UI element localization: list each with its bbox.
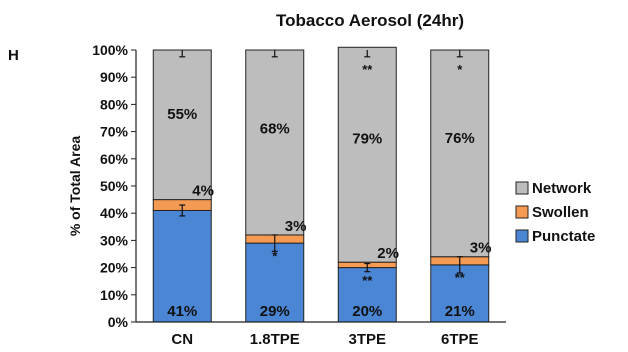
network-bar bbox=[337, 46, 397, 263]
punctate-value-label: 29% bbox=[260, 303, 290, 320]
legend-swatch-swollen bbox=[515, 205, 529, 219]
y-tick-label: 100% bbox=[92, 42, 128, 58]
network-bar bbox=[152, 49, 212, 201]
y-tick-label: 40% bbox=[100, 205, 129, 221]
legend-swatch-punctate bbox=[515, 229, 529, 243]
y-tick-label: 30% bbox=[100, 232, 129, 248]
y-tick-label: 50% bbox=[100, 178, 129, 194]
x-category-label: CN bbox=[171, 331, 193, 348]
y-tick-label: 70% bbox=[100, 124, 129, 140]
swollen-value-label: 3% bbox=[470, 240, 492, 257]
legend-label-network: Network bbox=[532, 180, 592, 197]
network-significance-marker: * bbox=[457, 62, 463, 77]
y-tick-label: 90% bbox=[100, 69, 129, 85]
plot-area: 0% 10% 20% 30% 40% 50% 60% 70% 80% 90% 100% 41% 4% 55… bbox=[92, 42, 506, 348]
network-bar bbox=[245, 49, 305, 236]
punctate-value-label: 41% bbox=[167, 303, 197, 320]
network-value-label: 55% bbox=[167, 106, 197, 123]
y-tick-label: 10% bbox=[100, 287, 129, 303]
punctate-significance-marker: ** bbox=[455, 270, 466, 285]
network-significance-marker: ** bbox=[362, 62, 373, 77]
legend-label-punctate: Punctate bbox=[532, 228, 595, 245]
punctate-bar bbox=[337, 267, 397, 323]
panel-letter: H bbox=[8, 47, 19, 64]
punctate-significance-marker: ** bbox=[362, 273, 373, 288]
punctate-bar bbox=[152, 209, 212, 323]
network-value-label: 79% bbox=[352, 131, 382, 148]
punctate-significance-marker: * bbox=[272, 248, 278, 263]
punctate-value-label: 20% bbox=[352, 303, 382, 320]
legend: Network Swollen Punctate bbox=[515, 180, 595, 245]
swollen-value-label: 3% bbox=[285, 218, 307, 235]
network-bar bbox=[430, 49, 490, 258]
y-tick-label: 80% bbox=[100, 96, 129, 112]
y-axis-label: % of Total Area bbox=[67, 136, 83, 237]
x-category-label: 1.8TPE bbox=[250, 331, 300, 348]
punctate-bar bbox=[430, 264, 490, 323]
legend-swatch-network bbox=[515, 181, 529, 195]
network-value-label: 76% bbox=[445, 130, 475, 147]
y-tick-label: 60% bbox=[100, 151, 129, 167]
chart-title: Tobacco Aerosol (24hr) bbox=[276, 11, 464, 30]
punctate-value-label: 21% bbox=[445, 303, 475, 320]
y-tick-label: 0% bbox=[108, 314, 129, 330]
swollen-value-label: 2% bbox=[377, 245, 399, 262]
swollen-value-label: 4% bbox=[192, 183, 214, 200]
y-tick-label: 20% bbox=[100, 260, 129, 276]
x-category-label: 3TPE bbox=[348, 331, 386, 348]
x-category-label: 6TPE bbox=[441, 331, 479, 348]
legend-label-swollen: Swollen bbox=[532, 204, 589, 221]
network-value-label: 68% bbox=[260, 121, 290, 138]
